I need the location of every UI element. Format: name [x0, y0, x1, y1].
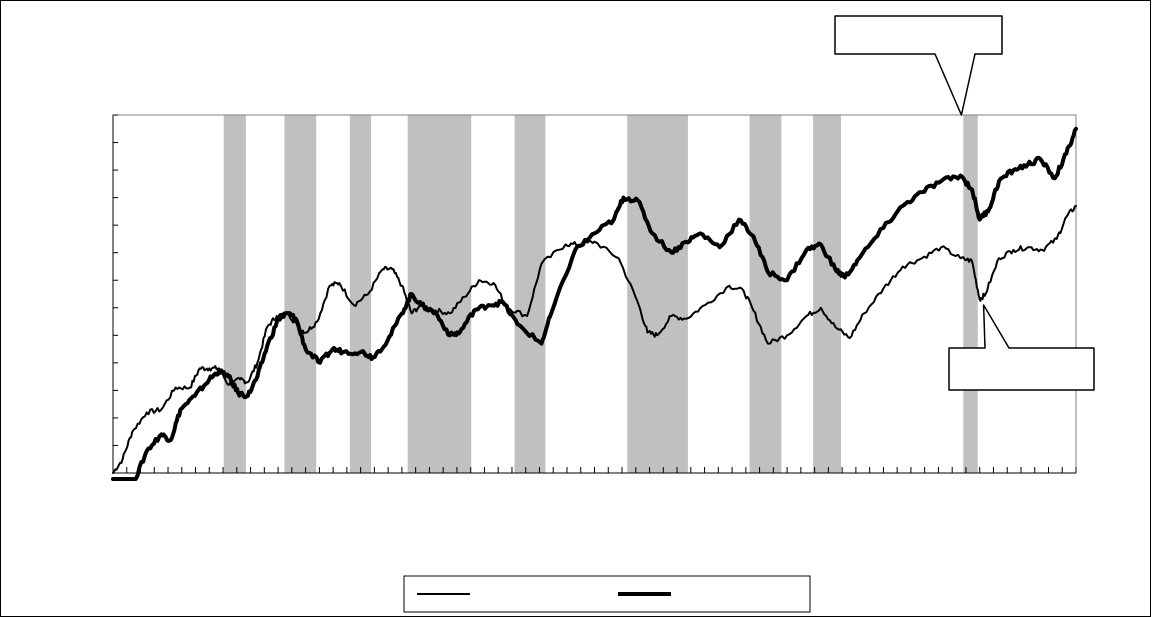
shaded-period-6 [627, 115, 688, 473]
shaded-period-4 [407, 115, 472, 473]
callout-top-box [834, 15, 1003, 116]
shaded-period-5 [514, 115, 546, 473]
callouts [834, 15, 1095, 391]
series-1-line [112, 204, 1077, 474]
shaded-period-9 [963, 115, 978, 473]
callout-bottom-box [948, 304, 1095, 391]
shaded-period-7 [749, 115, 782, 473]
legend-box [403, 575, 811, 613]
shaded-period-8 [813, 115, 842, 473]
shaded-period-1 [223, 115, 246, 473]
shaded-period-2 [284, 115, 317, 473]
axes [112, 114, 1077, 474]
shaded-period-3 [349, 115, 372, 473]
series-group [111, 126, 1078, 481]
series-2-line [111, 126, 1078, 481]
legend [403, 575, 811, 613]
